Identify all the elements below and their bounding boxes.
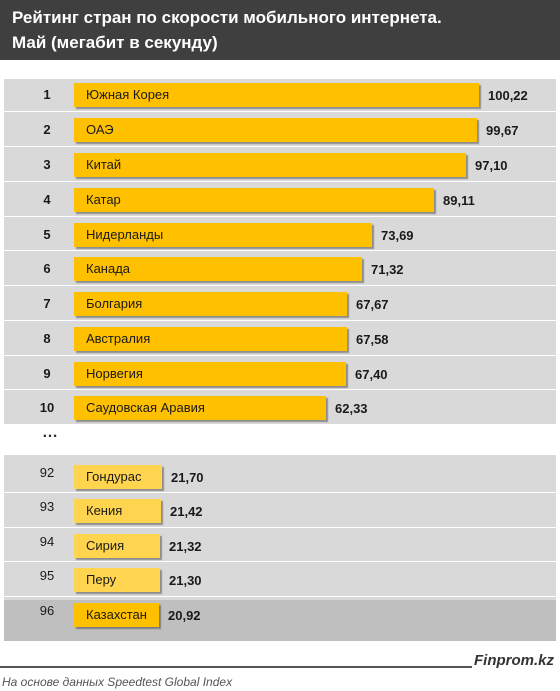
row-separator [4, 355, 556, 356]
rank-label: 95 [39, 568, 55, 583]
value-label: 100,22 [488, 88, 528, 103]
bar-15 [74, 603, 159, 627]
row-separator [4, 389, 556, 390]
country-label: Саудовская Аравия [86, 400, 205, 415]
rank-label: 6 [43, 261, 51, 276]
country-label: Норвегия [86, 366, 143, 381]
bar-2 [74, 118, 477, 142]
bar-7 [74, 292, 347, 316]
rank-label: 1 [43, 87, 51, 102]
row-separator [4, 492, 556, 493]
rank-label: 10 [39, 400, 55, 415]
row-separator [4, 320, 556, 321]
rank-label: 9 [43, 366, 51, 381]
country-label: Перу [86, 572, 117, 587]
chart-header: Рейтинг стран по скорости мобильного инт… [0, 0, 560, 60]
value-label: 67,67 [356, 297, 389, 312]
bar-9 [74, 362, 346, 386]
country-label: Кения [86, 503, 123, 518]
bar-12 [74, 499, 161, 523]
bar-3 [74, 153, 466, 177]
country-label: Южная Корея [86, 87, 170, 102]
bar-8 [74, 327, 347, 351]
ranking-gap-ellipsis: … [42, 424, 59, 441]
value-label: 67,58 [356, 332, 389, 347]
value-label: 21,30 [169, 573, 202, 588]
country-label: Канада [86, 261, 131, 276]
bar-14 [74, 568, 160, 592]
country-label: Австралия [86, 331, 151, 346]
country-label: Гондурас [86, 469, 142, 484]
bar-13 [74, 534, 160, 558]
rank-label: 3 [43, 157, 51, 172]
row-separator [4, 146, 556, 147]
value-label: 21,42 [170, 504, 203, 519]
bar-4 [74, 188, 434, 212]
rank-label: 96 [39, 603, 55, 618]
value-label: 21,70 [171, 470, 204, 485]
bar-6 [74, 257, 362, 281]
rank-label: 8 [43, 331, 51, 346]
chart-title-line1: Рейтинг стран по скорости мобильного инт… [12, 8, 442, 27]
row-separator [4, 561, 556, 562]
value-label: 99,67 [486, 123, 519, 138]
row-separator [4, 527, 556, 528]
row-separator [4, 111, 556, 112]
country-label: Сирия [86, 538, 125, 553]
rank-label: 4 [43, 192, 51, 207]
bar-5 [74, 223, 372, 247]
bar-10 [74, 396, 326, 420]
country-label: Китай [86, 157, 122, 172]
row-separator [4, 596, 556, 597]
country-label: Катар [86, 192, 121, 207]
row-separator [4, 285, 556, 286]
rank-label: 93 [39, 499, 55, 514]
country-label: ОАЭ [86, 122, 114, 137]
chart-title-line2: Май (мегабит в секунду) [12, 33, 218, 52]
value-label: 73,69 [381, 228, 414, 243]
bar-1 [74, 83, 479, 107]
country-label: Болгария [86, 296, 143, 311]
value-label: 20,92 [168, 608, 201, 623]
rank-label: 5 [43, 227, 51, 242]
country-label: Нидерланды [86, 227, 164, 242]
row-separator [4, 250, 556, 251]
value-label: 97,10 [475, 158, 508, 173]
value-label: 67,40 [355, 367, 388, 382]
brand-logo-text: Finprom.kz [473, 652, 554, 669]
country-label: Казахстан [86, 607, 147, 622]
footer-divider [0, 666, 472, 668]
row-separator [4, 216, 556, 217]
rank-label: 92 [39, 465, 55, 480]
rank-label: 94 [39, 534, 55, 549]
value-label: 21,32 [169, 539, 202, 554]
source-note: На основе данных Speedtest Global Index [2, 675, 233, 689]
value-label: 71,32 [371, 262, 404, 277]
value-label: 89,11 [443, 193, 475, 208]
row-separator [4, 181, 556, 182]
bar-11 [74, 465, 162, 489]
value-label: 62,33 [335, 401, 368, 416]
rank-label: 2 [43, 122, 51, 137]
rank-label: 7 [43, 296, 51, 311]
